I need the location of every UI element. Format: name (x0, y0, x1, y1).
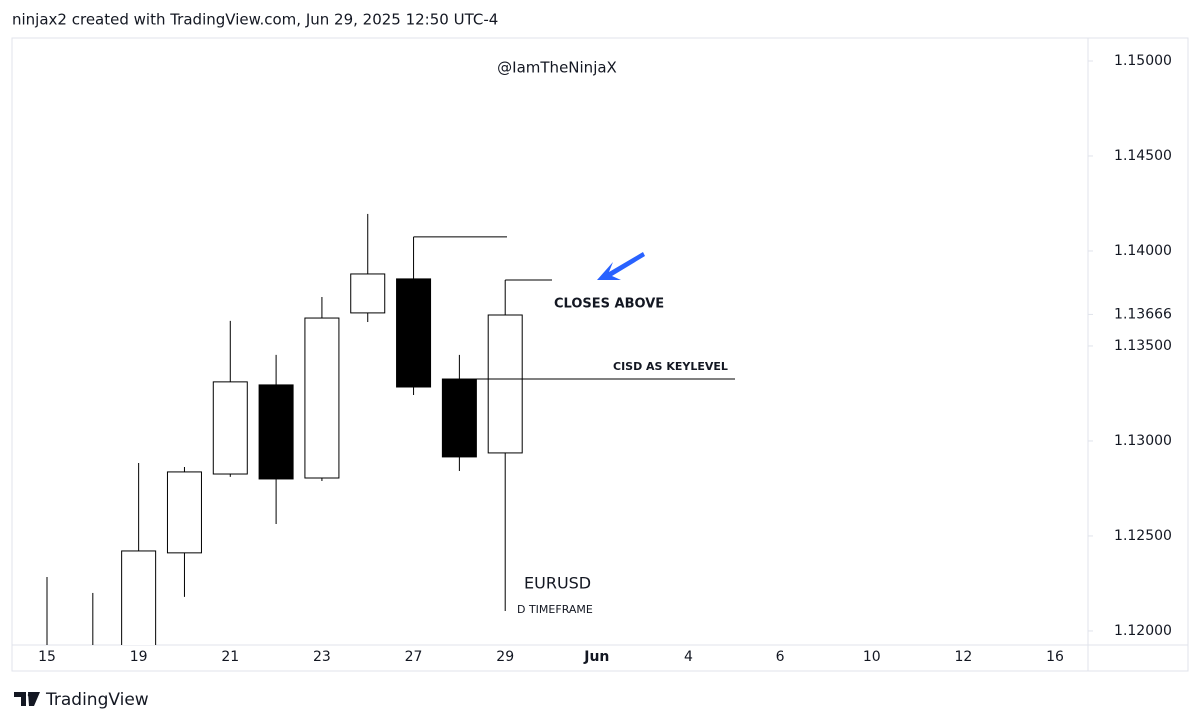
candle-body (304, 317, 340, 479)
y-tick-label: 1.12000 (1114, 623, 1172, 639)
candle-body (258, 384, 294, 480)
x-tick-label: 29 (496, 649, 514, 665)
x-tick-label: 12 (954, 649, 972, 665)
x-tick-label: 27 (405, 649, 423, 665)
candle-body (396, 278, 432, 388)
annotation: EURUSD (524, 574, 591, 593)
candle-body (350, 273, 386, 314)
annotation: CLOSES ABOVE (554, 297, 664, 312)
candle-body (487, 314, 523, 454)
frame (11, 37, 1189, 672)
x-tick-label: 21 (221, 649, 239, 665)
x-tick-label: Jun (583, 649, 609, 665)
y-tick-label: 1.12500 (1114, 528, 1172, 544)
brand: TradingView (45, 690, 149, 710)
candle-body (212, 381, 248, 475)
y-tick-label: 1.13000 (1114, 433, 1172, 449)
plot-area (46, 213, 523, 645)
x-tick-label: 19 (130, 649, 148, 665)
y-tick-label: 1.14000 (1114, 243, 1172, 259)
annotation: CISD AS KEYLEVEL (613, 360, 728, 373)
y-tick-label: 1.15000 (1114, 53, 1172, 69)
candle-body (121, 550, 157, 645)
header: ninjax2 created with TradingView.com, Ju… (12, 11, 498, 29)
y-tick-label: 1.13500 (1114, 338, 1172, 354)
y-tick-label: 1.14500 (1114, 148, 1172, 164)
x-tick-label: 23 (313, 649, 331, 665)
watermark: @IamTheNinjaX (497, 59, 617, 77)
x-tick-label: 15 (38, 649, 56, 665)
arrow (597, 252, 645, 280)
annotation: D TIMEFRAME (517, 603, 593, 616)
x-tick-label: 6 (776, 649, 785, 665)
x-tick-label: 16 (1046, 649, 1064, 665)
candle-body (441, 378, 477, 458)
candle-body (166, 471, 202, 554)
x-tick-label: 4 (684, 649, 693, 665)
x-tick-label: 10 (863, 649, 881, 665)
logo (14, 692, 40, 706)
y-tick-label: 1.13666 (1114, 306, 1172, 322)
